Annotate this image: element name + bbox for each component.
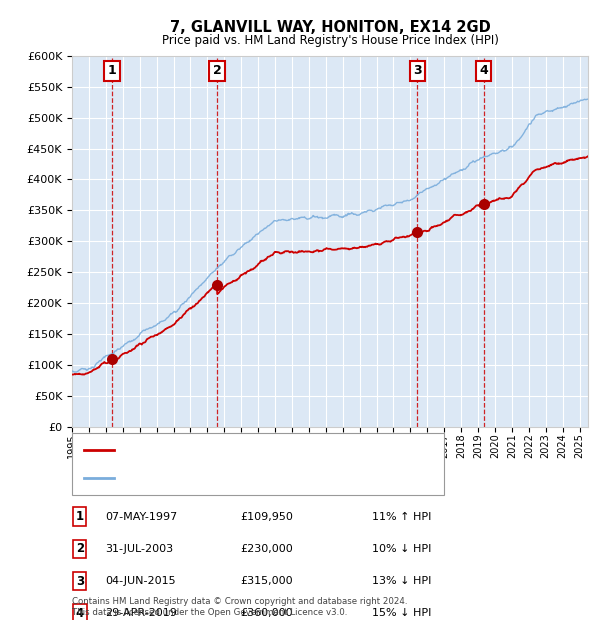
- Text: HPI: Average price, detached house, East Devon: HPI: Average price, detached house, East…: [123, 472, 375, 482]
- Text: 4: 4: [479, 64, 488, 77]
- Text: £360,000: £360,000: [240, 608, 293, 618]
- Text: Contains HM Land Registry data © Crown copyright and database right 2024.
This d: Contains HM Land Registry data © Crown c…: [72, 598, 407, 617]
- Text: 15% ↓ HPI: 15% ↓ HPI: [372, 608, 431, 618]
- Text: 10% ↓ HPI: 10% ↓ HPI: [372, 544, 431, 554]
- Text: 3: 3: [413, 64, 422, 77]
- Text: 11% ↑ HPI: 11% ↑ HPI: [372, 512, 431, 521]
- Text: 07-MAY-1997: 07-MAY-1997: [105, 512, 177, 521]
- Text: 31-JUL-2003: 31-JUL-2003: [105, 544, 173, 554]
- Text: 13% ↓ HPI: 13% ↓ HPI: [372, 576, 431, 586]
- Text: 3: 3: [76, 575, 84, 588]
- Text: 1: 1: [76, 510, 84, 523]
- Text: 4: 4: [76, 607, 84, 620]
- Text: £109,950: £109,950: [240, 512, 293, 521]
- Text: 1: 1: [107, 64, 116, 77]
- Text: Price paid vs. HM Land Registry's House Price Index (HPI): Price paid vs. HM Land Registry's House …: [161, 35, 499, 47]
- Text: £230,000: £230,000: [240, 544, 293, 554]
- Text: 29-APR-2019: 29-APR-2019: [105, 608, 177, 618]
- Text: 2: 2: [213, 64, 221, 77]
- Text: 04-JUN-2015: 04-JUN-2015: [105, 576, 176, 586]
- Text: 7, GLANVILL WAY, HONITON, EX14 2GD (detached house): 7, GLANVILL WAY, HONITON, EX14 2GD (deta…: [123, 445, 422, 455]
- Text: 7, GLANVILL WAY, HONITON, EX14 2GD: 7, GLANVILL WAY, HONITON, EX14 2GD: [170, 20, 490, 35]
- Text: £315,000: £315,000: [240, 576, 293, 586]
- Text: 2: 2: [76, 542, 84, 556]
